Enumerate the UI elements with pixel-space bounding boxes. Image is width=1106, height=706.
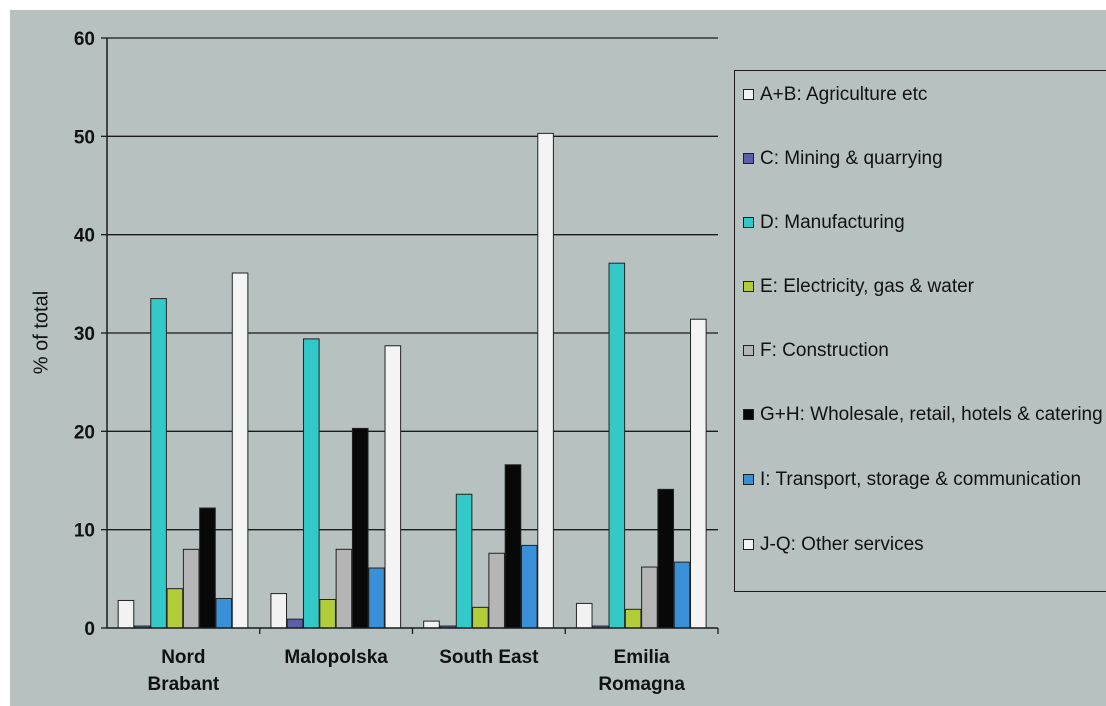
legend-swatch bbox=[743, 281, 754, 292]
x-tick-label: Emilia Romagna bbox=[598, 647, 685, 695]
bar bbox=[303, 338, 320, 629]
y-tick-label: 30 bbox=[74, 324, 95, 345]
bar bbox=[368, 567, 385, 629]
legend-swatch bbox=[743, 217, 754, 228]
bar bbox=[657, 488, 675, 629]
bar bbox=[673, 561, 691, 629]
legend-swatch bbox=[743, 345, 754, 356]
x-tick-label: South East bbox=[439, 647, 539, 668]
legend-label: G+H: Wholesale, retail, hotels & caterin… bbox=[760, 404, 1103, 425]
bar bbox=[537, 132, 554, 629]
bar bbox=[641, 566, 658, 629]
y-tick-label: 50 bbox=[74, 127, 95, 148]
bar bbox=[231, 272, 249, 629]
bar bbox=[624, 608, 642, 629]
legend-label: A+B: Agriculture etc bbox=[760, 84, 928, 105]
legend-swatch bbox=[743, 153, 754, 164]
bar bbox=[384, 345, 402, 629]
y-axis-title-text: % of total bbox=[30, 290, 53, 375]
axes: 0 10 20 30 40 50 60 bbox=[74, 29, 719, 640]
y-tick-label: 20 bbox=[74, 422, 95, 443]
bar bbox=[182, 548, 200, 629]
bar bbox=[488, 552, 505, 629]
y-tick-label: 0 bbox=[84, 619, 95, 640]
legend-label: I: Transport, storage & communication bbox=[760, 469, 1082, 490]
legend-label: D: Manufacturing bbox=[760, 212, 905, 233]
gridlines bbox=[107, 37, 718, 531]
x-tick-label: Nord Brabant bbox=[147, 647, 220, 695]
bar bbox=[199, 507, 216, 629]
bar bbox=[270, 593, 288, 629]
bar bbox=[215, 598, 233, 629]
bar bbox=[335, 548, 353, 629]
legend-swatch bbox=[743, 89, 754, 100]
bar bbox=[117, 599, 135, 629]
bar bbox=[423, 620, 440, 629]
legend: A+B: Agriculture etc C: Mining & quarryin… bbox=[734, 70, 1106, 592]
bar bbox=[150, 298, 167, 629]
bar bbox=[690, 318, 707, 629]
legend-swatch bbox=[743, 409, 754, 420]
legend-swatch bbox=[743, 474, 754, 485]
legend-label: F: Construction bbox=[760, 340, 889, 361]
bar bbox=[608, 262, 626, 629]
bar bbox=[455, 493, 473, 629]
bar bbox=[472, 606, 489, 629]
bar bbox=[166, 588, 184, 629]
legend-label: J-Q: Other services bbox=[760, 534, 924, 555]
x-tick-label: Malopolska bbox=[284, 647, 388, 668]
bar bbox=[319, 598, 336, 629]
bar bbox=[520, 544, 538, 629]
legend-swatch bbox=[743, 539, 754, 550]
legend-label: C: Mining & quarrying bbox=[760, 148, 943, 169]
y-tick-label: 60 bbox=[74, 29, 95, 50]
bars bbox=[117, 132, 707, 629]
bar bbox=[351, 427, 369, 629]
y-tick-label: 40 bbox=[74, 226, 95, 247]
bar bbox=[504, 464, 522, 629]
y-tick-label: 10 bbox=[74, 521, 95, 542]
legend-label: E: Electricity, gas & water bbox=[760, 276, 974, 297]
bar bbox=[575, 602, 593, 629]
bar bbox=[286, 618, 304, 629]
